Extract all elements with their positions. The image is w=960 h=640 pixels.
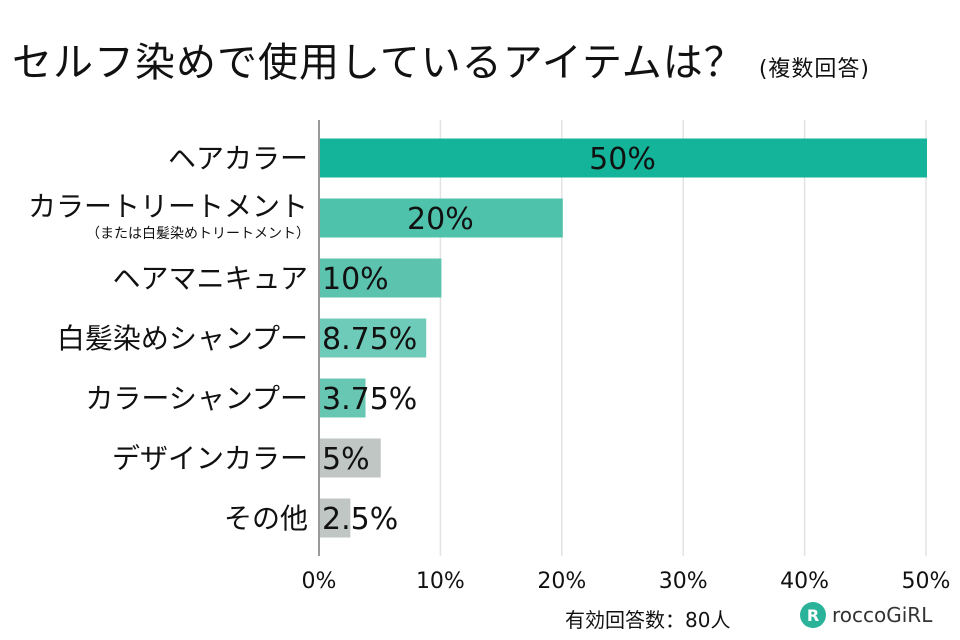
category-label: 白髪染めシャンプー xyxy=(57,322,308,355)
data-label: 50% xyxy=(589,142,656,177)
chart-title-text: セルフ染めで使用しているアイテムは？ xyxy=(12,40,745,86)
bar xyxy=(320,138,927,178)
category-label: デザインカラー xyxy=(112,442,308,475)
data-label: 2.5% xyxy=(322,502,398,537)
category-label: ヘアマニキュア xyxy=(113,262,308,295)
bar xyxy=(320,318,427,358)
brand-name: roccoGiRL xyxy=(832,603,933,627)
x-tick-label: 50% xyxy=(902,569,951,594)
data-label: 10% xyxy=(322,262,389,297)
data-label: 5% xyxy=(322,442,370,477)
data-label: 3.75% xyxy=(322,382,417,417)
x-tick-label: 0% xyxy=(302,569,337,594)
bar xyxy=(320,498,351,538)
x-tick-label: 20% xyxy=(537,569,586,594)
bar xyxy=(320,258,442,298)
chart-title: セルフ染めで使用しているアイテムは？ (複数回答) xyxy=(12,30,870,88)
category-label: ヘアカラー xyxy=(168,142,308,175)
chart-subtitle: (複数回答) xyxy=(758,57,870,82)
brand-logo-icon: R xyxy=(800,602,826,628)
category-label: カラーシャンプー xyxy=(85,382,308,415)
x-tick-label: 30% xyxy=(659,569,708,594)
category-note: （または白髪染めトリートメント） xyxy=(86,226,310,242)
category-label: その他 xyxy=(224,502,308,535)
data-label: 20% xyxy=(407,202,474,237)
x-tick-label: 10% xyxy=(416,569,465,594)
x-tick-label: 40% xyxy=(780,569,829,594)
respondent-count: 有効回答数：80人 xyxy=(565,608,731,632)
brand: R roccoGiRL xyxy=(800,602,932,628)
bar xyxy=(320,198,563,238)
data-label: 8.75% xyxy=(322,322,417,357)
bar xyxy=(320,438,381,478)
bar xyxy=(320,378,366,418)
category-label: カラートリートメント xyxy=(28,190,308,223)
